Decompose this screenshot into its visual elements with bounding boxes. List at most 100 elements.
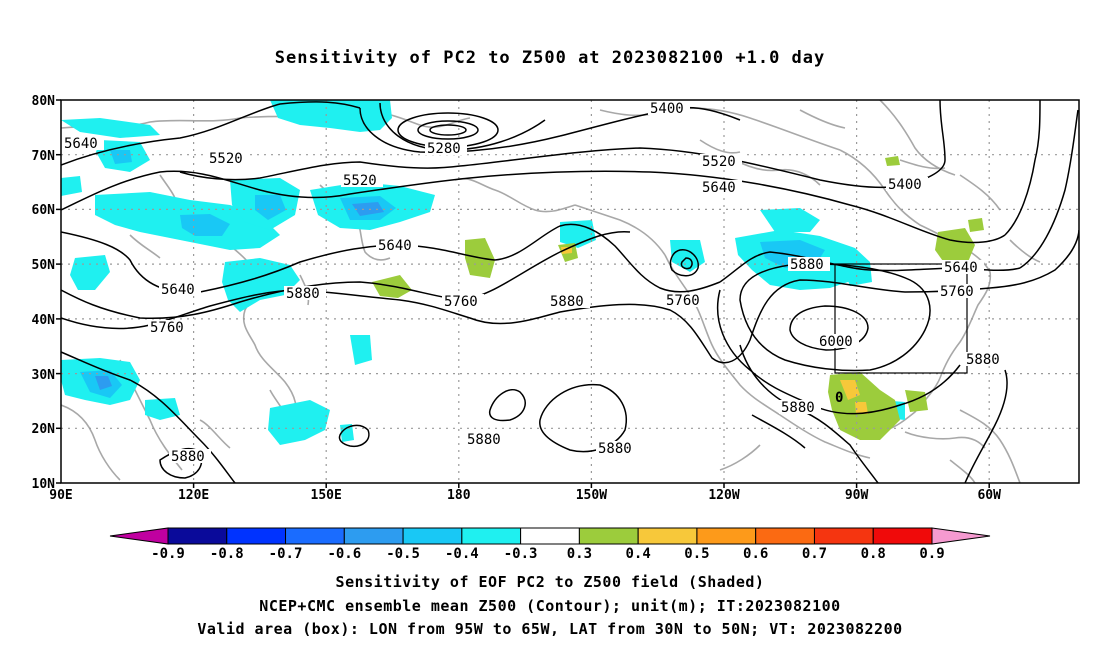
contour-label-4: 5400 [648, 101, 690, 117]
colorbar-swatch [696, 527, 757, 545]
lat-label: 50N [32, 258, 56, 273]
svg-text:5280: 5280 [427, 141, 461, 157]
colorbar-swatch [226, 527, 287, 545]
svg-text:5520: 5520 [343, 173, 377, 189]
contour-label-16: 5760 [664, 293, 706, 309]
contour-label-7: 5400 [886, 177, 928, 193]
svg-text:5520: 5520 [702, 154, 736, 170]
contour-label-17: 5880 [788, 257, 830, 273]
caption-contour: NCEP+CMC ensemble mean Z500 (Contour); u… [259, 597, 841, 615]
colorbar-swatch [755, 527, 815, 545]
longitude-ticks [192, 483, 990, 488]
contour-extra-label: 0 [835, 390, 843, 406]
colorbar-swatch [402, 527, 463, 545]
svg-text:5880: 5880 [171, 449, 205, 465]
svg-text:6000: 6000 [819, 334, 853, 350]
colorbar-tick-label: 0.9 [919, 546, 944, 562]
caption-valid-area: Valid area (box): LON from 95W to 65W, L… [197, 620, 903, 638]
z500-contours [61, 100, 1079, 483]
latitude-labels: 80N 70N 60N 50N 40N 30N 20N 10N [32, 94, 56, 492]
colorbar-tick-label: 0.3 [567, 546, 592, 562]
svg-text:5880: 5880 [781, 400, 815, 416]
colorbar-swatch [520, 527, 580, 545]
contour-label-22: 5880 [465, 432, 507, 448]
lon-label: 150E [311, 488, 342, 503]
contour-label-20: 5880 [964, 352, 1006, 368]
colorbar-swatch [285, 527, 345, 545]
contour-label-11: 5640 [942, 260, 984, 276]
colorbar-tick-label: -0.6 [327, 546, 361, 562]
svg-text:5640: 5640 [378, 238, 412, 254]
lon-label: 90W [845, 488, 869, 503]
lon-label: 150W [576, 488, 607, 503]
colorbar-tick-label: -0.5 [386, 546, 420, 562]
colorbar-tick-label: 0.8 [861, 546, 886, 562]
svg-text:5400: 5400 [888, 177, 922, 193]
colorbar-swatch [167, 527, 228, 545]
colorbar: -0.9 -0.8 -0.7 -0.6 -0.5 -0.4 -0.3 0.3 0.4 0.5 0.6… [109, 527, 991, 562]
svg-text:5400: 5400 [650, 101, 684, 117]
lat-label: 40N [32, 313, 56, 328]
contour-label-15: 5880 [548, 294, 590, 310]
svg-text:5880: 5880 [966, 352, 1000, 368]
colorbar-swatch [343, 527, 404, 545]
colorbar-swatch [813, 527, 874, 545]
contour-label-6: 5640 [700, 180, 742, 196]
svg-text:5640: 5640 [944, 260, 978, 276]
lat-label: 80N [32, 94, 56, 109]
contour-label-1: 5640 [62, 136, 104, 152]
svg-text:5880: 5880 [790, 257, 824, 273]
colorbar-high-arrow [931, 527, 991, 545]
contour-label-9: 5640 [376, 238, 418, 254]
svg-text:5880: 5880 [467, 432, 501, 448]
map-title: Sensitivity of PC2 to Z500 at 2023082100… [274, 48, 826, 68]
latitude-ticks [56, 99, 61, 484]
svg-text:5760: 5760 [444, 294, 478, 310]
svg-text:5640: 5640 [161, 282, 195, 298]
contour-label-13: 5880 [284, 286, 326, 302]
colorbar-tick-label: -0.7 [269, 546, 303, 562]
contour-label-21: 5880 [779, 400, 821, 416]
colorbar-tick-label: 0.4 [626, 546, 651, 562]
svg-text:5760: 5760 [150, 320, 184, 336]
contour-label-12: 5760 [148, 320, 190, 336]
colorbar-swatches [167, 527, 933, 545]
contour-label-24: 5880 [169, 449, 211, 465]
colorbar-tick-label: -0.4 [445, 546, 479, 562]
lat-label: 60N [32, 203, 56, 218]
lat-label: 30N [32, 368, 56, 383]
contour-label-2: 5520 [207, 151, 249, 167]
colorbar-swatch [461, 527, 522, 545]
lat-label: 70N [32, 149, 56, 164]
contour-label-23: 5880 [596, 441, 638, 457]
coastlines [61, 100, 1041, 483]
lon-label: 120W [708, 488, 739, 503]
colorbar-low-arrow [109, 527, 169, 545]
lat-label: 10N [32, 477, 56, 492]
colorbar-swatch [872, 527, 933, 545]
svg-text:5880: 5880 [550, 294, 584, 310]
contour-label-19: 5760 [938, 284, 980, 300]
svg-text:5640: 5640 [702, 180, 736, 196]
colorbar-swatch [637, 527, 698, 545]
lon-label: 60W [977, 488, 1001, 503]
longitude-labels: 90E 120E 150E 180 150W 120W 90W 60W [49, 488, 1001, 503]
colorbar-tick-label: -0.8 [210, 546, 244, 562]
contour-label-18: 6000 [817, 334, 859, 350]
contour-label-8: 5520 [341, 173, 383, 189]
colorbar-tick-labels: -0.9 -0.8 -0.7 -0.6 -0.5 -0.4 -0.3 0.3 0.4 0.5 0.6… [151, 546, 945, 562]
colorbar-tick-label: -0.9 [151, 546, 185, 562]
contour-label-5: 5520 [700, 154, 742, 170]
contour-label-3: 5280 [425, 141, 467, 157]
contour-label-14: 5760 [442, 294, 484, 310]
colorbar-tick-label: 0.5 [684, 546, 709, 562]
svg-text:5880: 5880 [598, 441, 632, 457]
colorbar-tick-label: -0.3 [504, 546, 538, 562]
contour-label-10: 5640 [159, 282, 201, 298]
svg-text:5760: 5760 [940, 284, 974, 300]
svg-text:5760: 5760 [666, 293, 700, 309]
svg-text:5880: 5880 [286, 286, 320, 302]
plot-frame [60, 99, 1080, 484]
svg-text:5520: 5520 [209, 151, 243, 167]
